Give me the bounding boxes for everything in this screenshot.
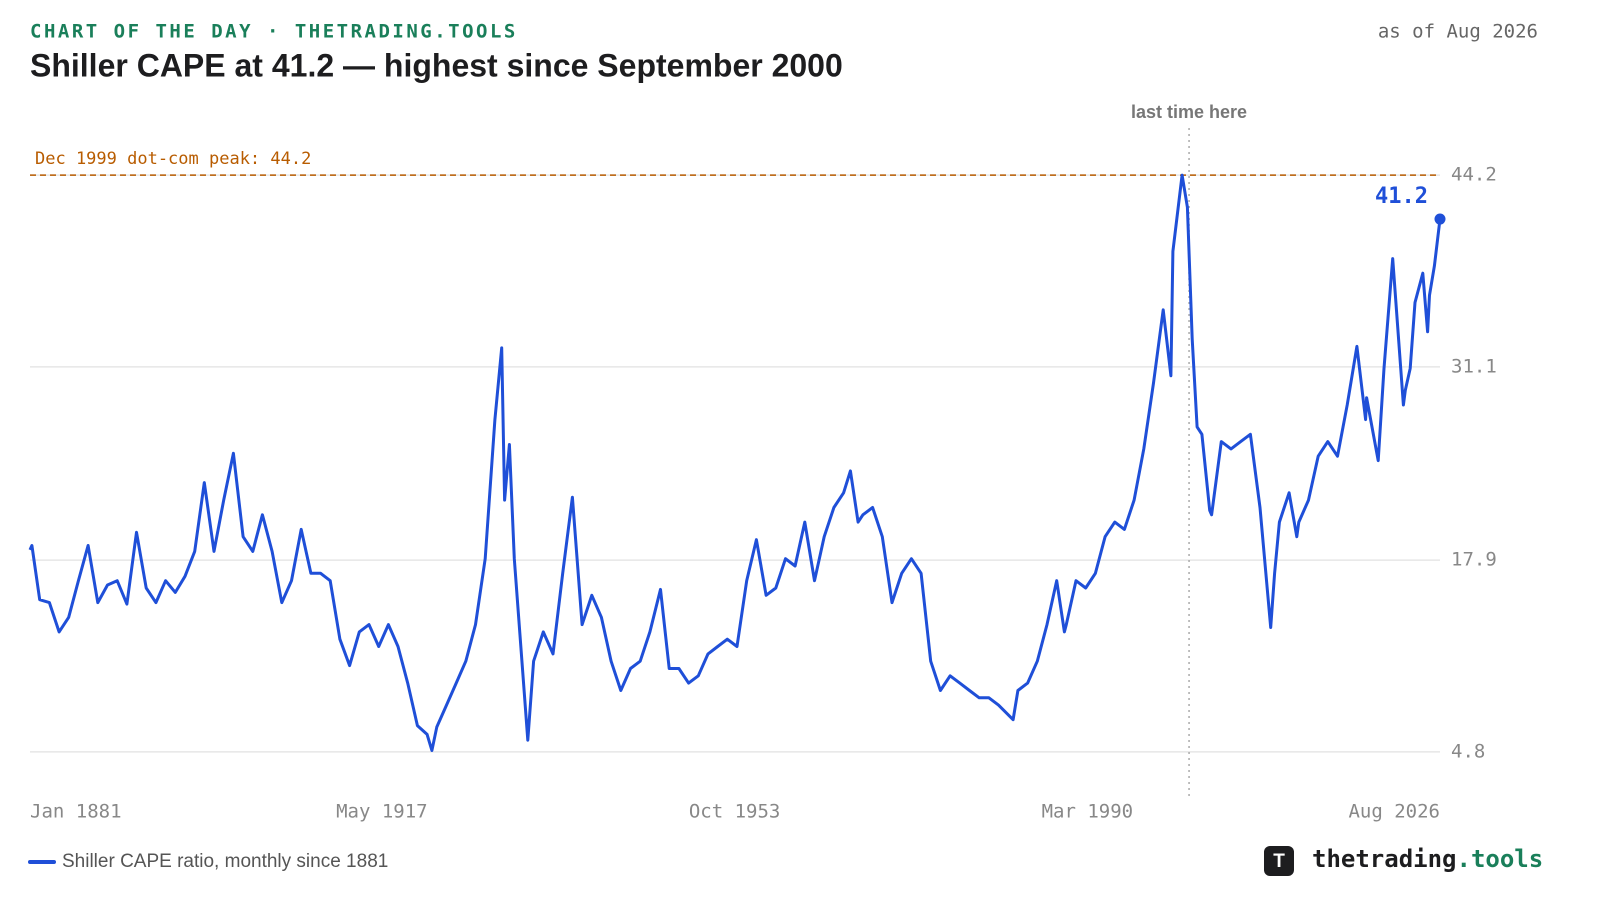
marker-label: last time here bbox=[1131, 102, 1247, 122]
x-tick-label: Mar 1990 bbox=[1042, 801, 1134, 823]
as-of: as of Aug 2026 bbox=[1378, 21, 1538, 43]
x-tick-label: Aug 2026 bbox=[1348, 801, 1440, 823]
chart-title: Shiller CAPE at 41.2 — highest since Sep… bbox=[30, 47, 843, 83]
series-line bbox=[28, 173, 1442, 752]
brand-name-main: thetrading bbox=[1312, 845, 1457, 873]
brand-icon bbox=[1264, 846, 1294, 876]
brand-name-tld: .tools bbox=[1457, 845, 1544, 873]
brand-name: thetrading.tools bbox=[1312, 845, 1543, 873]
x-tick-label: Oct 1953 bbox=[689, 801, 781, 823]
y-tick-label: 31.1 bbox=[1451, 355, 1497, 377]
x-tick-label: May 1917 bbox=[336, 801, 428, 823]
brand-icon-letter: T bbox=[1273, 851, 1285, 872]
y-tick-label: 4.8 bbox=[1451, 740, 1485, 762]
end-point bbox=[1434, 213, 1446, 225]
x-tick-label: Jan 1881 bbox=[30, 801, 122, 823]
end-value-label: 41.2 bbox=[1375, 184, 1428, 209]
legend-label: Shiller CAPE ratio, monthly since 1881 bbox=[62, 851, 388, 872]
kicker: CHART OF THE DAY · THETRADING.TOOLS bbox=[30, 21, 518, 43]
reference-label: Dec 1999 dot-com peak: 44.2 bbox=[35, 149, 311, 169]
y-tick-label: 17.9 bbox=[1451, 549, 1497, 571]
y-tick-label: 44.2 bbox=[1451, 164, 1497, 186]
